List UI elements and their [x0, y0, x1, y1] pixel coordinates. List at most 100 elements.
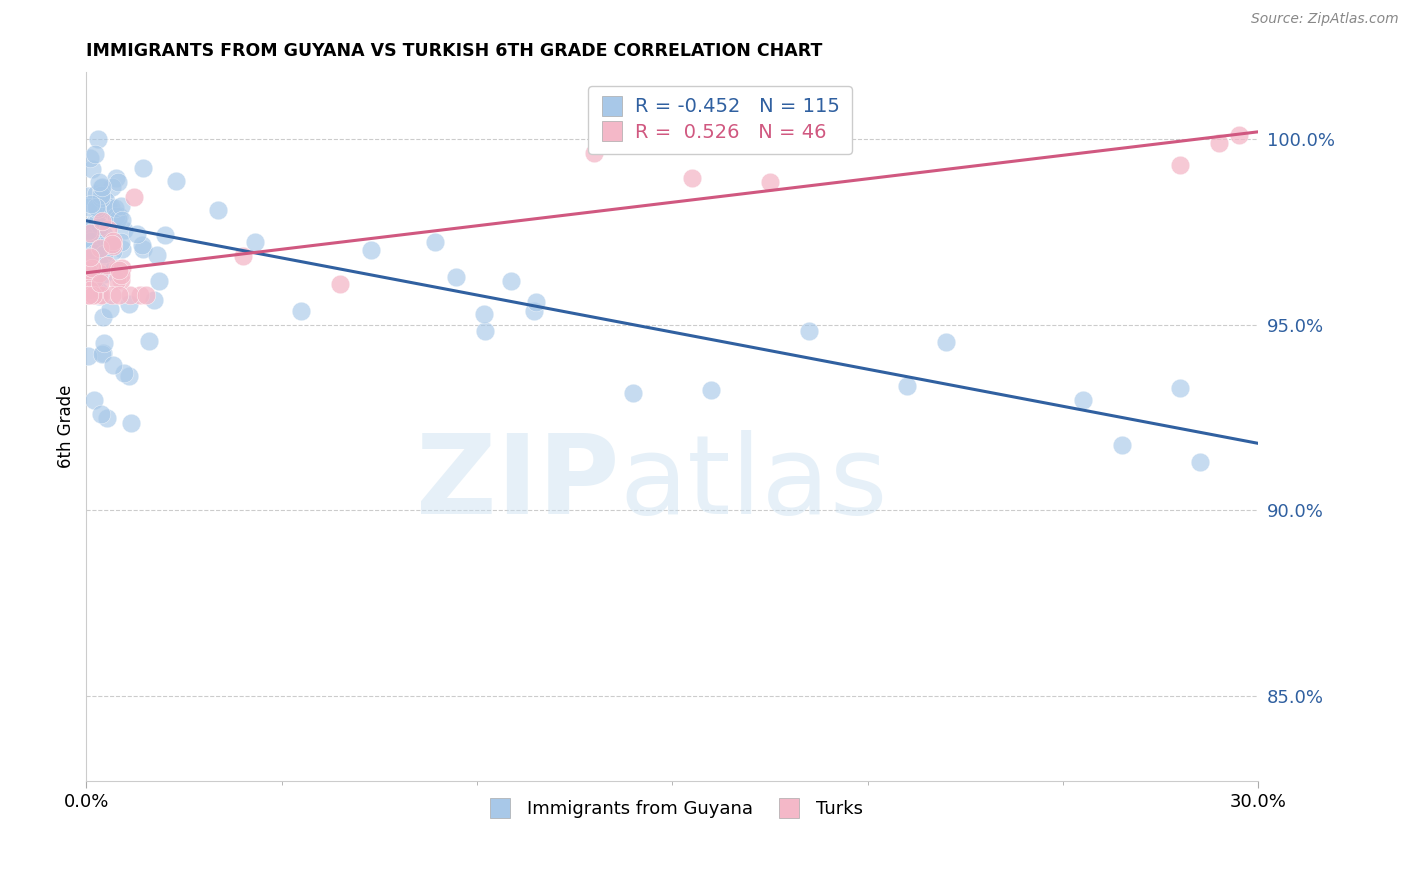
Point	[145, 248, 167, 262]
Point	[935, 334, 957, 349]
Point	[86, 202, 108, 217]
Point	[89, 285, 111, 299]
Point	[111, 243, 134, 257]
Point	[524, 294, 547, 309]
Point	[700, 384, 723, 398]
Point	[110, 235, 132, 249]
Text: ZIP: ZIP	[416, 430, 620, 537]
Point	[98, 301, 121, 316]
Point	[89, 256, 111, 270]
Point	[87, 239, 110, 253]
Point	[101, 244, 124, 258]
Point	[89, 219, 111, 234]
Point	[759, 175, 782, 189]
Point	[80, 260, 103, 275]
Point	[138, 334, 160, 348]
Point	[77, 241, 100, 255]
Point	[329, 277, 352, 291]
Point	[77, 288, 100, 302]
Point	[90, 191, 112, 205]
Y-axis label: 6th Grade: 6th Grade	[58, 385, 75, 468]
Point	[1188, 455, 1211, 469]
Point	[111, 260, 134, 275]
Point	[207, 203, 229, 218]
Point	[89, 276, 111, 290]
Point	[104, 201, 127, 215]
Point	[1168, 381, 1191, 395]
Point	[80, 247, 103, 261]
Point	[90, 214, 112, 228]
Point	[153, 228, 176, 243]
Point	[107, 212, 129, 227]
Point	[94, 211, 117, 226]
Point	[89, 241, 111, 255]
Point	[96, 194, 118, 208]
Point	[896, 379, 918, 393]
Point	[110, 268, 132, 283]
Point	[91, 347, 114, 361]
Point	[86, 186, 108, 201]
Point	[93, 193, 115, 207]
Point	[101, 288, 124, 302]
Point	[91, 310, 114, 324]
Point	[89, 202, 111, 217]
Point	[165, 174, 187, 188]
Point	[127, 227, 149, 241]
Point	[114, 223, 136, 237]
Point	[90, 188, 112, 202]
Point	[797, 324, 820, 338]
Point	[77, 349, 100, 363]
Point	[131, 237, 153, 252]
Point	[79, 197, 101, 211]
Point	[93, 247, 115, 261]
Point	[148, 274, 170, 288]
Point	[360, 243, 382, 257]
Point	[89, 227, 111, 242]
Point	[93, 267, 115, 281]
Point	[118, 368, 141, 383]
Point	[84, 246, 107, 260]
Point	[131, 161, 153, 175]
Point	[681, 171, 703, 186]
Point	[472, 307, 495, 321]
Point	[91, 345, 114, 359]
Point	[474, 325, 496, 339]
Point	[128, 288, 150, 302]
Point	[83, 216, 105, 230]
Point	[90, 288, 112, 302]
Point	[82, 162, 104, 177]
Point	[96, 258, 118, 272]
Point	[107, 263, 129, 277]
Point	[82, 288, 104, 302]
Point	[1227, 128, 1250, 143]
Point	[103, 260, 125, 275]
Point	[245, 235, 267, 249]
Point	[84, 247, 107, 261]
Point	[79, 283, 101, 297]
Point	[107, 288, 129, 302]
Point	[143, 293, 166, 308]
Point	[90, 233, 112, 247]
Text: Source: ZipAtlas.com: Source: ZipAtlas.com	[1251, 12, 1399, 26]
Point	[107, 175, 129, 189]
Point	[105, 171, 128, 186]
Point	[79, 151, 101, 165]
Point	[583, 146, 606, 161]
Point	[90, 408, 112, 422]
Point	[97, 222, 120, 236]
Point	[621, 386, 644, 401]
Point	[423, 235, 446, 249]
Point	[1111, 438, 1133, 452]
Point	[444, 269, 467, 284]
Point	[77, 251, 100, 265]
Point	[90, 180, 112, 194]
Point	[1071, 392, 1094, 407]
Point	[80, 260, 103, 275]
Point	[100, 201, 122, 215]
Point	[97, 200, 120, 214]
Point	[90, 181, 112, 195]
Point	[290, 303, 312, 318]
Point	[110, 199, 132, 213]
Point	[79, 250, 101, 264]
Point	[83, 227, 105, 242]
